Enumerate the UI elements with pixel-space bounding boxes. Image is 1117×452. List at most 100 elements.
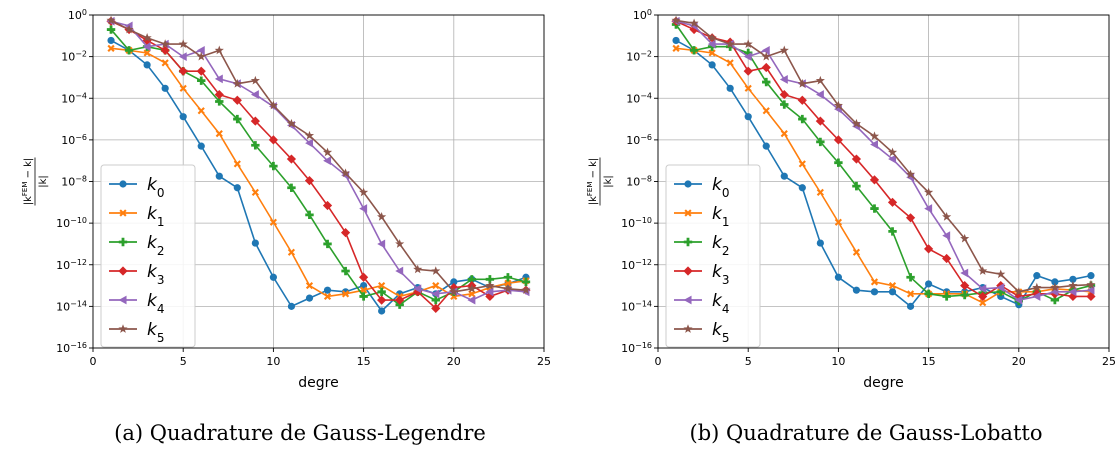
data-point-k2 [467, 275, 477, 284]
data-point-k3 [359, 272, 369, 282]
data-point-k1 [888, 281, 897, 290]
data-point-k0 [179, 113, 187, 121]
legend-label-k0: k0 [712, 175, 730, 200]
data-point-k0 [852, 286, 861, 294]
data-point-k5 [905, 169, 916, 179]
y-tick-label: 10−2 [61, 49, 87, 64]
data-point-k3 [689, 24, 699, 35]
legend-label-k3: k3 [712, 262, 730, 287]
x-tick-label: 15 [357, 355, 371, 368]
data-point-k0 [161, 84, 169, 92]
data-point-k4 [707, 39, 716, 49]
panel-caption: (b) Quadrature de Gauss-Lobatto [690, 421, 1043, 445]
panel-caption: (a) Quadrature de Gauss-Legendre [114, 421, 486, 445]
data-point-k0 [798, 184, 806, 192]
data-point-k3 [377, 295, 387, 305]
data-point-k0 [708, 61, 716, 69]
data-point-k3 [851, 154, 862, 164]
data-point-k4 [359, 204, 368, 213]
data-point-k2 [251, 141, 260, 150]
data-point-k5 [304, 130, 315, 140]
data-point-k2 [233, 114, 242, 124]
data-point-k4 [323, 156, 332, 166]
data-point-k0 [1069, 275, 1077, 283]
data-point-k3 [887, 197, 898, 207]
data-point-k0 [215, 172, 223, 180]
data-point-k4 [395, 266, 404, 276]
chart-panel-b: 0 5 10 15 20 25 100 10−2 10−4 10−6 10−8 10−10 10−12 1… [586, 8, 1116, 446]
data-point-k5 [160, 39, 170, 48]
data-point-k1 [323, 292, 332, 301]
y-tick-label: 10−14 [621, 299, 652, 314]
data-point-k0 [834, 273, 843, 281]
data-point-k4 [178, 52, 187, 62]
data-point-k5 [377, 212, 387, 221]
data-point-k5 [340, 168, 351, 178]
data-point-k2 [287, 183, 296, 192]
data-point-k3 [869, 175, 880, 185]
data-point-k3 [340, 228, 351, 238]
data-point-k1 [744, 84, 752, 92]
data-point-k5 [196, 51, 206, 61]
data-point-k1 [708, 49, 716, 57]
data-point-k1 [287, 248, 296, 256]
y-tick-label: 10−12 [621, 257, 652, 272]
data-point-k4 [743, 52, 752, 62]
data-point-k1 [360, 286, 368, 294]
data-point-k1 [504, 279, 512, 287]
data-point-k0 [197, 142, 205, 150]
x-tick-label: 0 [655, 355, 662, 368]
legend-marker-k0 [684, 180, 692, 188]
data-point-k1 [672, 44, 680, 52]
data-point-k1 [726, 59, 734, 67]
data-point-k5 [268, 100, 278, 110]
data-point-k1 [341, 290, 350, 298]
data-point-k2 [942, 292, 951, 301]
data-point-k0 [1051, 278, 1059, 286]
data-point-k3 [743, 66, 753, 76]
data-point-k2 [431, 295, 440, 305]
data-point-k0 [870, 288, 879, 296]
data-point-k1 [179, 84, 187, 92]
data-point-k1 [215, 130, 223, 138]
data-point-k0 [780, 172, 788, 180]
data-point-k2 [106, 25, 116, 34]
data-point-k5 [707, 33, 717, 42]
data-point-k1 [161, 59, 169, 67]
legend-label-k2: k2 [712, 233, 730, 258]
legend-label-k1: k1 [147, 204, 165, 229]
y-label-numerator: |kFEM − k| [21, 158, 34, 206]
data-point-k5 [978, 266, 988, 275]
x-tick-label: 20 [1012, 355, 1026, 368]
data-point-k0 [143, 61, 151, 69]
data-point-k4 [1032, 292, 1041, 301]
legend-marker-k5 [118, 324, 128, 333]
data-point-k3 [232, 95, 242, 105]
data-point-k2 [888, 227, 897, 236]
data-point-k1 [798, 160, 806, 168]
data-point-k2 [485, 275, 495, 284]
data-point-k5 [851, 118, 862, 128]
data-point-k4 [467, 295, 476, 305]
data-point-k3 [304, 176, 315, 186]
data-point-k5 [960, 233, 970, 243]
data-point-k5 [503, 283, 513, 293]
x-tick-label: 25 [537, 355, 551, 368]
data-point-k1 [107, 44, 115, 52]
data-point-k3 [905, 213, 916, 223]
data-point-k1 [906, 290, 915, 298]
legend-marker-k5 [683, 324, 693, 333]
data-point-k3 [978, 291, 988, 302]
data-point-k2 [503, 273, 513, 282]
y-label-denominator: |k| [603, 175, 614, 188]
legend: k0 k1 k2 k3 k4 k5 [100, 164, 196, 348]
data-point-k2 [870, 204, 879, 213]
data-point-k4 [960, 268, 969, 278]
data-point-k5 [779, 45, 789, 55]
legend-marker-k3 [683, 266, 693, 276]
data-point-k5 [431, 266, 441, 275]
x-tick-label: 0 [90, 355, 97, 368]
data-point-k5 [359, 187, 369, 197]
data-point-k1 [269, 218, 277, 226]
data-point-k4 [996, 283, 1005, 292]
